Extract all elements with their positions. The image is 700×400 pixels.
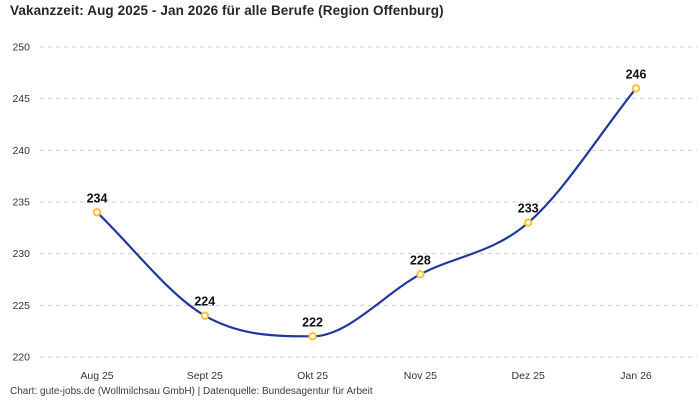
- data-point-marker[interactable]: [416, 270, 425, 279]
- y-axis-tick-label: 240: [12, 145, 30, 157]
- x-axis-tick-label: Jan 26: [620, 370, 652, 382]
- data-point-label: 234: [87, 191, 108, 205]
- data-point-marker[interactable]: [524, 218, 533, 227]
- y-axis-tick-label: 235: [12, 197, 30, 209]
- data-point-label: 224: [194, 295, 215, 309]
- y-axis-tick-label: 230: [12, 248, 30, 260]
- data-point-label: 246: [626, 67, 647, 81]
- data-point-marker[interactable]: [308, 332, 317, 341]
- x-axis-tick-label: Okt 25: [297, 370, 328, 382]
- data-point-marker[interactable]: [92, 208, 102, 217]
- chart-title: Vakanzzeit: Aug 2025 - Jan 2026 für alle…: [10, 3, 444, 18]
- data-point-marker[interactable]: [631, 84, 641, 93]
- y-axis-tick-label: 225: [12, 300, 30, 312]
- x-axis-tick-label: Dez 25: [512, 370, 545, 382]
- y-axis-tick-label: 245: [12, 93, 30, 105]
- x-axis-tick-label: Nov 25: [404, 370, 437, 382]
- x-axis-tick-label: Sept 25: [187, 370, 223, 382]
- y-axis-tick-label: 250: [12, 42, 30, 54]
- y-axis-tick-label: 220: [12, 352, 30, 364]
- line-series: [95, 87, 638, 338]
- chart-source-caption: Chart: gute-jobs.de (Wollmilchsau GmbH) …: [10, 386, 373, 397]
- x-axis-tick-label: Aug 25: [80, 370, 113, 382]
- data-point-label: 233: [518, 202, 539, 216]
- data-point-marker[interactable]: [200, 311, 210, 320]
- data-point-label: 222: [302, 315, 323, 329]
- data-point-label: 228: [410, 253, 431, 267]
